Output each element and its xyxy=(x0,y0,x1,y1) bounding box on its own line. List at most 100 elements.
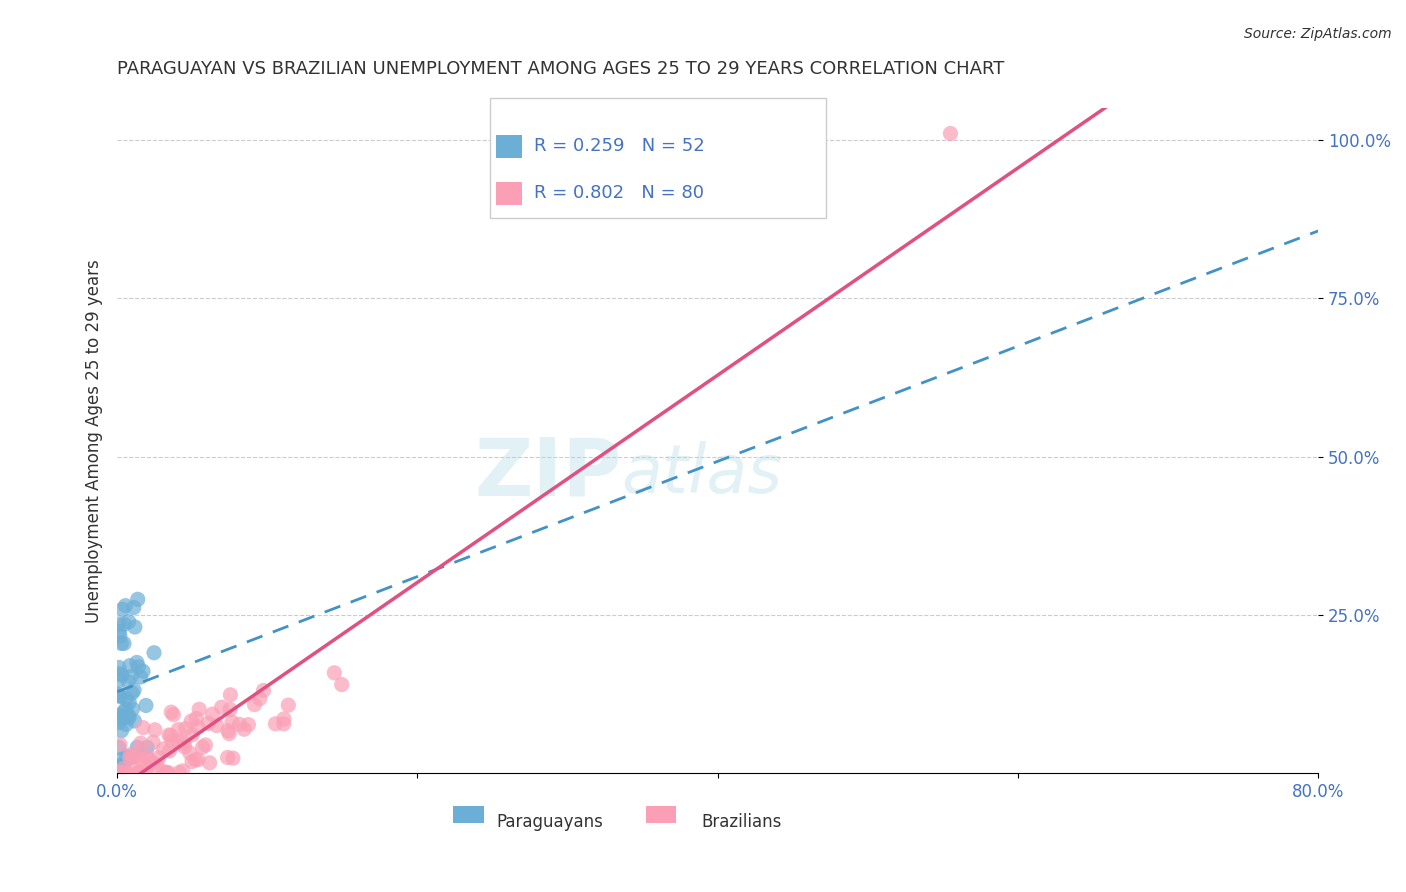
Brazilians xyxy=(134,765,156,780)
Brazilians xyxy=(201,707,224,722)
Brazilians xyxy=(160,729,183,743)
Brazilians xyxy=(264,716,287,731)
FancyBboxPatch shape xyxy=(489,98,825,218)
Brazilians xyxy=(160,734,183,748)
Paraguayans xyxy=(125,656,148,670)
Text: Source: ZipAtlas.com: Source: ZipAtlas.com xyxy=(1244,27,1392,41)
Paraguayans xyxy=(118,710,141,724)
Brazilians xyxy=(197,716,219,731)
Brazilians xyxy=(939,127,962,141)
Paraguayans xyxy=(108,660,131,674)
Brazilians xyxy=(222,751,245,765)
Brazilians xyxy=(129,752,152,766)
Paraguayans xyxy=(110,636,132,650)
Brazilians xyxy=(148,750,170,764)
Brazilians xyxy=(211,700,233,714)
Brazilians xyxy=(145,758,167,772)
FancyBboxPatch shape xyxy=(495,135,522,158)
Brazilians xyxy=(142,756,165,770)
Brazilians xyxy=(152,742,174,756)
Brazilians xyxy=(221,714,243,729)
Brazilians xyxy=(157,744,180,758)
Paraguayans xyxy=(108,666,131,681)
Text: R = 0.259   N = 52: R = 0.259 N = 52 xyxy=(534,137,704,155)
Brazilians xyxy=(127,765,149,780)
Paraguayans xyxy=(107,616,129,631)
Brazilians xyxy=(128,742,150,756)
Brazilians xyxy=(277,698,299,713)
Text: Paraguayans: Paraguayans xyxy=(496,814,603,831)
Paraguayans xyxy=(121,686,143,700)
Brazilians xyxy=(198,756,221,770)
Text: atlas: atlas xyxy=(621,441,783,507)
Brazilians xyxy=(157,765,180,780)
Paraguayans xyxy=(107,687,129,701)
Brazilians xyxy=(129,765,152,780)
Brazilians xyxy=(142,735,165,749)
Brazilians xyxy=(194,738,217,752)
Paraguayans xyxy=(107,740,129,755)
Brazilians xyxy=(218,726,240,740)
Brazilians xyxy=(111,765,134,780)
Brazilians xyxy=(108,738,131,752)
Text: ZIP: ZIP xyxy=(474,435,621,513)
Paraguayans xyxy=(122,600,145,615)
Brazilians xyxy=(129,736,152,750)
Paraguayans xyxy=(136,740,159,755)
Brazilians xyxy=(205,718,228,732)
Paraguayans xyxy=(110,711,132,725)
Paraguayans xyxy=(112,617,135,632)
Brazilians xyxy=(152,764,174,779)
Paraguayans xyxy=(114,692,136,706)
Brazilians xyxy=(217,750,239,764)
Paraguayans xyxy=(108,624,131,639)
Paraguayans xyxy=(118,615,141,629)
Paraguayans xyxy=(115,717,138,731)
Paraguayans xyxy=(143,646,166,660)
Paraguayans xyxy=(111,602,134,616)
Paraguayans xyxy=(124,620,146,634)
Paraguayans xyxy=(110,690,132,704)
Paraguayans xyxy=(111,706,134,720)
Paraguayans xyxy=(135,698,157,713)
Paraguayans xyxy=(127,592,149,607)
Paraguayans xyxy=(120,669,142,683)
Brazilians xyxy=(273,717,295,731)
Brazilians xyxy=(135,765,157,780)
Brazilians xyxy=(181,755,204,769)
Text: Brazilians: Brazilians xyxy=(702,814,782,831)
Brazilians xyxy=(243,698,266,712)
Paraguayans xyxy=(115,708,138,723)
Brazilians xyxy=(108,765,131,780)
Brazilians xyxy=(219,702,242,716)
Paraguayans xyxy=(118,695,141,709)
Paraguayans xyxy=(117,708,139,723)
Y-axis label: Unemployment Among Ages 25 to 29 years: Unemployment Among Ages 25 to 29 years xyxy=(86,259,103,623)
Paraguayans xyxy=(114,599,136,613)
Brazilians xyxy=(157,728,180,742)
FancyBboxPatch shape xyxy=(454,806,484,823)
Paraguayans xyxy=(117,674,139,689)
Brazilians xyxy=(191,740,214,755)
Paraguayans xyxy=(127,660,149,674)
Brazilians xyxy=(129,756,152,770)
Brazilians xyxy=(233,723,256,737)
Paraguayans xyxy=(132,665,155,679)
Brazilians xyxy=(143,723,166,737)
Brazilians xyxy=(173,736,195,750)
Paraguayans xyxy=(121,702,143,716)
Paraguayans xyxy=(124,714,146,728)
Brazilians xyxy=(174,722,197,736)
Paraguayans xyxy=(108,629,131,643)
Brazilians xyxy=(122,750,145,764)
Brazilians xyxy=(118,751,141,765)
Brazilians xyxy=(128,765,150,780)
Brazilians xyxy=(136,750,159,764)
Paraguayans xyxy=(110,723,132,738)
Brazilians xyxy=(273,712,295,726)
Brazilians xyxy=(167,734,190,748)
Brazilians xyxy=(184,753,207,767)
Brazilians xyxy=(252,683,274,698)
Brazilians xyxy=(167,723,190,737)
Paraguayans xyxy=(107,673,129,688)
